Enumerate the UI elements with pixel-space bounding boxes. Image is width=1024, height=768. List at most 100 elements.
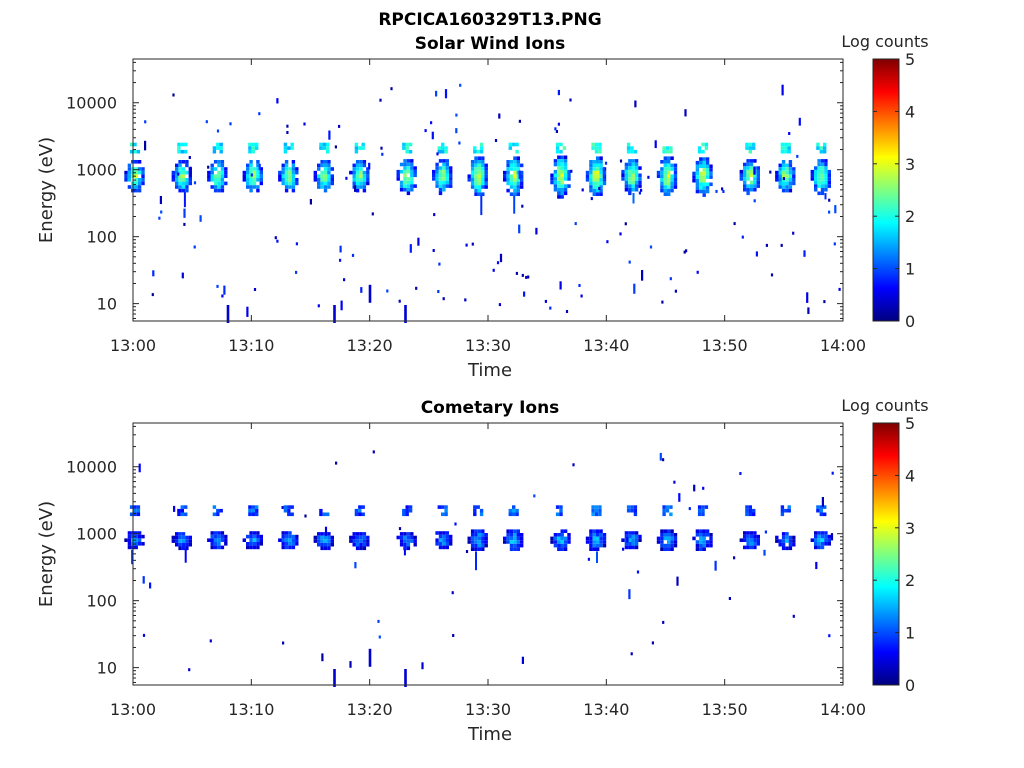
spectrogram-cell <box>557 162 561 167</box>
spectrogram-cell <box>594 512 599 517</box>
spectrogram-cell <box>596 529 600 533</box>
spectrogram-cell <box>670 533 674 537</box>
spectrogram-cell <box>256 538 260 542</box>
spectrogram-cell <box>749 173 754 178</box>
spectrogram-cell <box>697 512 702 517</box>
spectrogram-cell <box>470 178 475 182</box>
spectrogram-cell <box>599 188 603 193</box>
spectrogram-cell <box>823 142 827 147</box>
spectrogram-cell <box>662 146 666 150</box>
spectrogram-cells <box>124 83 841 323</box>
spectrogram-cell <box>317 185 321 189</box>
spectrogram-cell <box>403 169 407 174</box>
spectrogram-cell <box>705 164 710 169</box>
spectrogram-cell <box>695 529 700 533</box>
spectrogram-cell <box>213 185 218 189</box>
spectrogram-cell <box>287 508 291 513</box>
spectrogram-cell <box>138 463 141 473</box>
spectrogram-cell <box>560 540 564 544</box>
spectrogram-cell <box>248 512 252 517</box>
spectrogram-cell <box>598 149 602 154</box>
spectrogram-cell <box>827 173 831 178</box>
spectrogram-cell <box>438 542 443 546</box>
spectrogram-cell <box>781 160 786 164</box>
spectrogram-cell <box>728 597 731 600</box>
spectrogram-cell <box>355 539 360 543</box>
spectrogram-cell <box>352 167 356 171</box>
spectrogram-cell <box>621 538 625 542</box>
spectrogram-cell <box>828 210 831 214</box>
spectrogram-cell <box>354 512 359 517</box>
colorbar-tick-label: 2 <box>905 571 915 590</box>
spectrogram-cell <box>513 192 517 196</box>
spectrogram-cell <box>441 512 445 517</box>
spectrogram-cell <box>632 193 635 204</box>
spectrogram-cell <box>624 542 629 546</box>
spectrogram-cell <box>354 185 357 192</box>
spectrogram-cell <box>438 262 441 266</box>
spectrogram-cell <box>659 452 662 461</box>
spectrogram-cell <box>403 162 407 167</box>
low-energy-streak <box>226 305 230 323</box>
spectrogram-cell <box>781 188 786 193</box>
spectrogram-cell <box>778 539 782 543</box>
spectrogram-cell <box>521 656 524 664</box>
spectrogram-cell <box>563 540 568 544</box>
spectrogram-cell <box>780 512 785 517</box>
spectrogram-cell <box>313 539 317 543</box>
spectrogram-cell <box>355 181 360 186</box>
spectrogram-cell <box>699 529 703 533</box>
ion-burst <box>585 505 607 563</box>
x-tick-label: 13:10 <box>228 700 274 719</box>
spectrogram-cell <box>665 505 670 509</box>
spectrogram-cell <box>792 181 796 186</box>
spectrogram-cell <box>792 535 796 540</box>
spectrogram-cell <box>560 191 564 196</box>
spectrogram-cell <box>513 185 517 189</box>
spectrogram-cell <box>335 461 338 465</box>
spectrogram-cell <box>445 180 449 185</box>
spectrogram-cell <box>516 536 520 541</box>
spectrogram-cell <box>788 181 793 186</box>
spectrogram-cell <box>599 156 603 160</box>
spectrogram-cell <box>410 173 414 178</box>
spectrogram-cell <box>785 539 789 543</box>
spectrogram-cell <box>259 181 263 186</box>
ion-burst <box>396 142 417 196</box>
spectrogram-cell <box>669 512 673 517</box>
spectrogram-cell <box>814 538 818 542</box>
spectrogram-cell <box>748 508 752 513</box>
spectrogram-cell <box>359 181 363 186</box>
spectrogram-cell <box>473 505 477 509</box>
spectrogram-cell <box>319 142 323 147</box>
spectrogram-cell <box>746 173 750 178</box>
spectrogram-cell <box>317 532 321 536</box>
spectrogram-cell <box>366 178 370 182</box>
spectrogram-cell <box>699 543 703 548</box>
spectrogram-cell <box>814 177 818 181</box>
spectrogram-cell <box>781 174 786 178</box>
spectrogram-cell <box>745 512 749 517</box>
spectrogram-cell <box>435 169 439 174</box>
spectrogram-cell <box>673 181 678 186</box>
spectrogram-cell <box>739 472 742 475</box>
spectrogram-cell <box>695 171 700 176</box>
spectrogram-cell <box>171 170 175 175</box>
spectrogram-cell <box>445 531 449 535</box>
spectrogram-cell <box>445 534 449 539</box>
spectrogram-cell <box>833 242 836 246</box>
spectrogram-cell <box>817 184 821 188</box>
spectrogram-cell <box>319 146 323 150</box>
ion-burst <box>313 508 334 551</box>
spectrogram-cell <box>317 304 320 308</box>
spectrogram-cell <box>746 545 750 550</box>
spectrogram-cell <box>358 146 362 150</box>
spectrogram-cell <box>602 543 607 548</box>
spectrogram-cell <box>441 142 445 147</box>
spectrogram-cell <box>660 185 664 189</box>
spectrogram-cell <box>246 542 250 546</box>
spectrogram-cell <box>654 140 657 149</box>
spectrogram-cell <box>444 512 448 517</box>
spectrogram-cell <box>567 184 571 188</box>
spectrogram-cell <box>402 512 406 517</box>
